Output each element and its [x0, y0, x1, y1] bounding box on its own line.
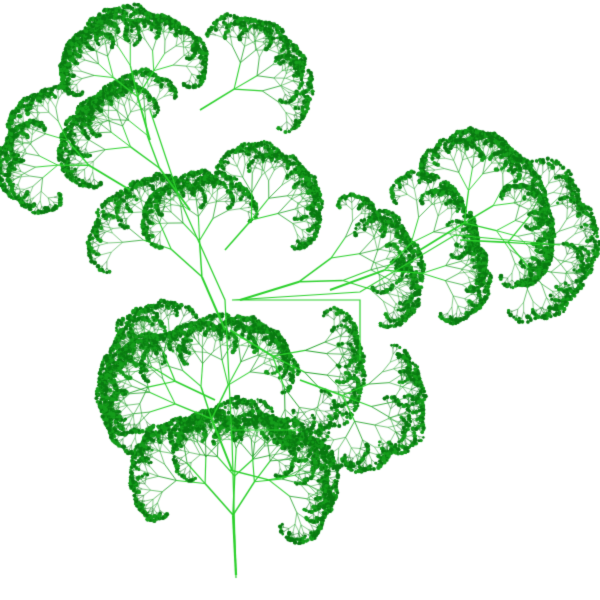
- fractal-image: [0, 0, 600, 600]
- fractal-plant-canvas: [0, 0, 600, 600]
